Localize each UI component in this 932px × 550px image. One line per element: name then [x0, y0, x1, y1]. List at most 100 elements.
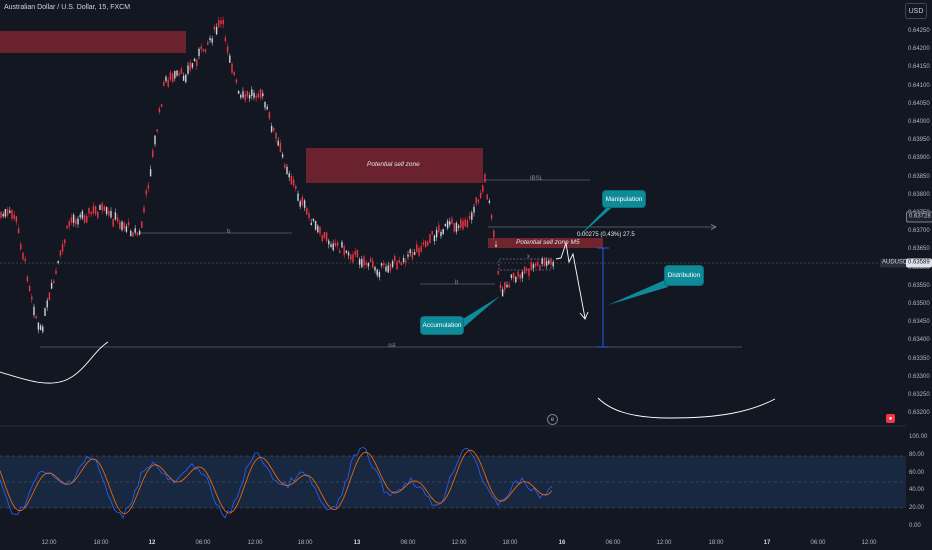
- candle-body: [475, 197, 477, 204]
- manipulation-callout[interactable]: Manipulation: [603, 191, 645, 207]
- candle-body: [431, 231, 433, 235]
- candle-body: [537, 261, 539, 266]
- candle-body: [167, 79, 169, 87]
- candle-body: [59, 250, 62, 256]
- candle-body: [385, 266, 387, 272]
- top-supply-zone: [0, 31, 186, 53]
- candle-body: [504, 282, 506, 290]
- candle-body: [97, 211, 99, 218]
- candle-body: [444, 223, 447, 227]
- candle-body: [92, 205, 95, 214]
- candle-body: [233, 72, 235, 76]
- candle-body: [310, 222, 312, 226]
- candle-body: [354, 251, 356, 255]
- candle-body: [268, 112, 271, 119]
- x-label: x: [527, 254, 530, 260]
- symbol-title[interactable]: Australian Dollar / U.S. Dollar, 15, FXC…: [4, 4, 131, 11]
- price-tick: 0.63900: [908, 155, 930, 162]
- candle-body: [37, 322, 40, 330]
- accumulation-callout[interactable]: Accumulation: [421, 317, 463, 334]
- candle-body: [273, 127, 275, 131]
- candle-body: [64, 239, 66, 244]
- bell-icon[interactable]: ●: [886, 414, 895, 423]
- manipulation-pointer: [577, 204, 616, 238]
- candle-body: [526, 268, 528, 271]
- distribution-callout[interactable]: Distribution: [665, 266, 703, 285]
- candle-body: [297, 193, 299, 201]
- candle-body: [224, 37, 227, 42]
- candle-body: [427, 241, 429, 246]
- candle-body: [466, 220, 469, 228]
- candle-body: [77, 218, 79, 225]
- candle-body: [213, 26, 216, 30]
- candle-body: [141, 221, 143, 229]
- distribution-pointer: [608, 280, 668, 305]
- time-tick: 18:00: [708, 540, 724, 546]
- candle-body: [330, 244, 332, 248]
- candle-body: [209, 38, 211, 41]
- candle-body: [462, 220, 464, 230]
- candle-body: [152, 150, 154, 157]
- candle-body: [530, 261, 532, 271]
- candle-body: [103, 206, 106, 212]
- candle-body: [506, 284, 508, 288]
- candle-body: [281, 154, 284, 158]
- candle-body: [81, 211, 84, 219]
- candle-body: [424, 241, 427, 248]
- candle-body: [499, 284, 502, 289]
- time-tick: 12:00: [41, 540, 57, 546]
- candle-body: [543, 258, 546, 266]
- candle-body: [306, 207, 308, 215]
- candle-body: [455, 222, 458, 232]
- time-tick: 18:00: [297, 540, 313, 546]
- candle-body: [488, 200, 491, 203]
- candle-body: [127, 222, 130, 226]
- candle-body: [169, 72, 172, 80]
- candle-body: [321, 235, 323, 241]
- candle-body: [88, 207, 90, 214]
- candle-body: [523, 266, 526, 274]
- time-tick: 06:00: [810, 540, 826, 546]
- candle-body: [334, 242, 337, 247]
- candle-body: [61, 244, 64, 252]
- candle-body: [6, 208, 9, 216]
- candle-body: [264, 101, 266, 108]
- candle-body: [541, 258, 543, 264]
- candle-body: [121, 221, 123, 231]
- event-flag-icon[interactable]: e: [547, 414, 558, 425]
- candle-body: [413, 252, 416, 255]
- candle-body: [70, 217, 73, 223]
- candle-body: [358, 259, 361, 265]
- candle-body: [545, 261, 548, 266]
- candle-body: [350, 254, 352, 260]
- candle-body: [435, 230, 438, 238]
- candle-body: [270, 125, 273, 132]
- candle-body: [231, 63, 233, 73]
- candle-body: [22, 252, 24, 260]
- candle-body: [378, 272, 381, 278]
- candle-body: [328, 240, 330, 245]
- candle-body: [532, 264, 535, 269]
- price-tick: 0.64100: [908, 82, 930, 89]
- candle-body: [9, 210, 11, 213]
- candle-body: [17, 228, 20, 234]
- price-tick: 0.63550: [908, 282, 930, 289]
- candle-body: [486, 194, 488, 200]
- candle-body: [479, 192, 482, 198]
- candle-body: [75, 219, 77, 225]
- candle-body: [319, 226, 321, 235]
- currency-button[interactable]: USD: [905, 3, 927, 19]
- price-axis[interactable]: 0.64250 0.64200 0.64150 0.64100 0.64050 0.640…: [906, 0, 932, 540]
- candle-body: [473, 206, 475, 213]
- candle-body: [145, 190, 147, 195]
- candle-body: [90, 211, 92, 215]
- projection-arrowhead-down: [579, 311, 589, 320]
- candle-body: [290, 176, 293, 185]
- candle-body: [50, 282, 53, 289]
- candle-body: [156, 129, 158, 132]
- candle-body: [191, 63, 194, 68]
- price-tick: 0.63250: [908, 392, 930, 398]
- candle-body: [86, 215, 88, 223]
